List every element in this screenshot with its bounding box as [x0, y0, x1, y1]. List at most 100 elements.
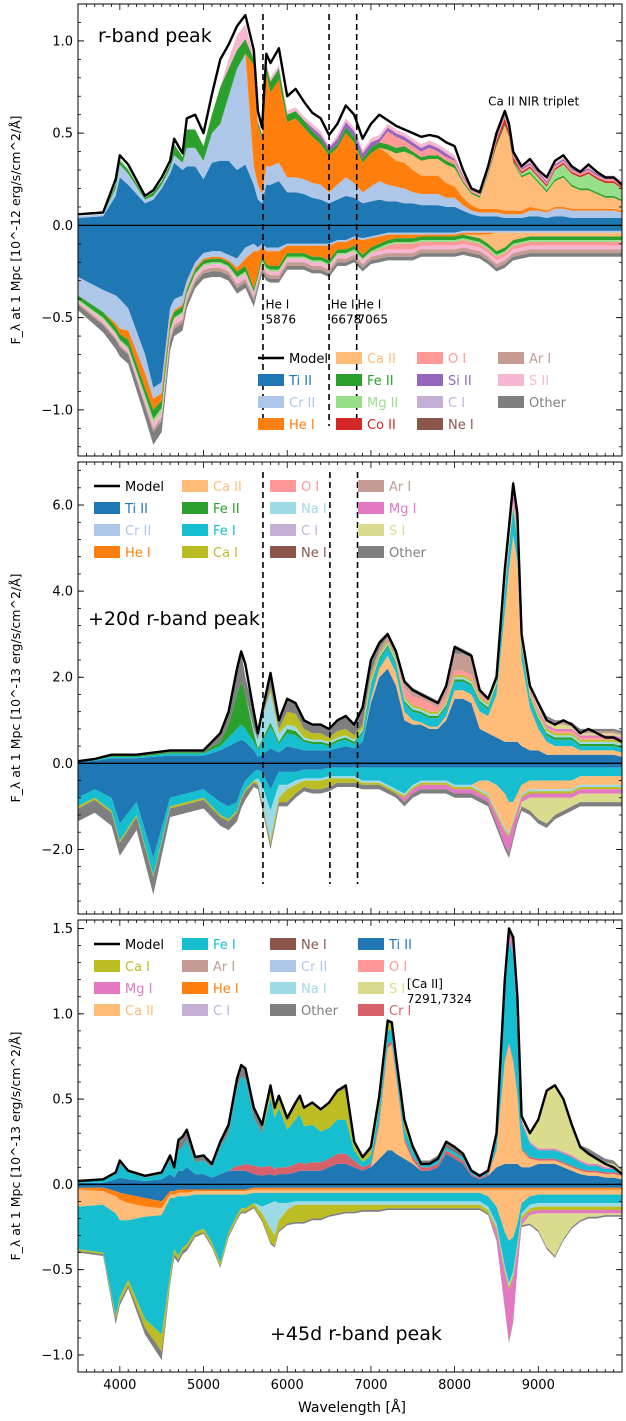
x-tick-label: 9000	[522, 1378, 555, 1393]
y-tick-label: −0.5	[41, 311, 73, 326]
legend-swatch	[182, 546, 208, 558]
y-tick-label: 4.0	[52, 585, 73, 600]
legend-swatch	[94, 982, 120, 994]
legend-label: Ar I	[529, 352, 551, 367]
legend-swatch	[336, 396, 362, 408]
emission-area-na-i	[78, 505, 622, 762]
axes-frame	[77, 3, 623, 457]
legend-swatch	[358, 524, 384, 536]
x-tick-label: 5000	[187, 1378, 220, 1393]
absorption-area-ca-i	[78, 1203, 622, 1352]
absorption-area-s-i	[78, 1206, 622, 1352]
y-tick-label: 0.0	[52, 1178, 73, 1193]
panel-label: +20d r-band peak	[88, 608, 260, 630]
legend-label: C I	[213, 1004, 230, 1019]
legend-label: O I	[301, 480, 319, 495]
legend-label: Na I	[301, 502, 327, 517]
legend-label: Cr I	[389, 1004, 411, 1019]
legend-label: Model	[289, 352, 328, 367]
legend-label: S I	[389, 524, 405, 539]
legend-label: Ar I	[213, 960, 235, 975]
legend-swatch	[336, 418, 362, 430]
panel-2: −2.0 0.0 2.0 4.0 6.0 F_λ at 1 Mpc [10^-13 erg…	[8, 461, 623, 915]
legend-swatch	[182, 480, 208, 492]
y-tick-label: 0.5	[52, 1093, 73, 1108]
legend-swatch	[270, 938, 296, 950]
y-tick-label: −1.0	[41, 403, 73, 418]
annotation-text: He I	[331, 297, 355, 311]
legend-label: Fe I	[213, 524, 236, 539]
legend-label: Mg I	[125, 982, 152, 997]
absorption-area-ca-ii	[78, 1189, 622, 1241]
emission-area-fe-i	[78, 940, 622, 1183]
legend-swatch	[498, 352, 524, 364]
y-axis-label: F_λ at 1 Mpc [10^-13 erg/s/cm^2/Å]	[8, 573, 23, 802]
y-axis-label: F_λ at 1 Mpc [10^-12 erg/s/cm^2/Å]	[8, 115, 23, 344]
y-tick-label: −1.0	[41, 1348, 73, 1363]
legend-label: Cr II	[125, 524, 151, 539]
legend-label: He I	[213, 982, 239, 997]
annotation-text: 7065	[358, 312, 389, 326]
x-tick-label: 7000	[354, 1378, 387, 1393]
legend-label: Cr II	[301, 960, 327, 975]
x-tick-label: 4000	[103, 1378, 136, 1393]
y-tick-label: 0.0	[52, 757, 73, 772]
plot-area	[78, 13, 622, 445]
annotation-text: [Ca II]	[407, 977, 443, 991]
legend-label: Ti II	[288, 374, 312, 389]
absorption-area-ti-ii	[78, 1184, 622, 1202]
legend-swatch	[182, 960, 208, 972]
legend-swatch	[182, 982, 208, 994]
legend-swatch	[358, 546, 384, 558]
legend-swatch	[182, 502, 208, 514]
annotation-text: 6678	[331, 312, 362, 326]
absorption-area-ti-ii	[78, 225, 622, 388]
emission-area-si-ii	[78, 39, 622, 217]
legend-swatch	[94, 502, 120, 514]
legend-swatch	[182, 524, 208, 536]
legend-swatch	[358, 982, 384, 994]
absorption-area-mg-i	[78, 782, 622, 878]
legend-swatch	[258, 418, 284, 430]
absorption-area-other	[78, 782, 622, 895]
legend-swatch	[417, 374, 443, 386]
legend: Model Ca II O I Ar I Ti II Fe II Si II S II Cr I…	[258, 352, 567, 433]
plot-area	[78, 927, 622, 1361]
legend-swatch	[498, 396, 524, 408]
x-tick-label: 8000	[438, 1378, 471, 1393]
model-line	[78, 482, 622, 763]
y-axis-label: F_λ at 1 Mpc [10^-13 erg/s/cm^2/Å]	[8, 1031, 23, 1260]
legend: Model Fe I Ne I Ti II Ca I Ar I Cr II O I Mg I He…	[94, 938, 412, 1019]
y-tick-label: 1.5	[52, 922, 73, 937]
y-tick-label: 0.5	[52, 127, 73, 142]
legend-label: Co II	[367, 418, 396, 433]
panel-1: −1.0 −0.5 0.0 0.5 1.0 F_λ at 1 Mpc [10^-12 er…	[8, 3, 623, 457]
emission-area-ti-ii	[78, 668, 622, 764]
legend-label: O I	[389, 960, 407, 975]
model-line	[78, 13, 622, 216]
legend-swatch	[358, 960, 384, 972]
legend-label: Ca II	[367, 352, 396, 367]
legend-label: Ne I	[448, 418, 474, 433]
legend-label: Model	[125, 480, 164, 495]
legend-label: S I	[389, 982, 405, 997]
legend-label: Other	[301, 1004, 339, 1019]
legend-swatch	[270, 546, 296, 558]
y-tick-label: 1.0	[52, 1007, 73, 1022]
legend-swatch	[358, 480, 384, 492]
legend-swatch	[94, 546, 120, 558]
legend-swatch	[270, 982, 296, 994]
legend-label: C I	[301, 524, 318, 539]
legend-label: Ca II	[213, 480, 242, 495]
legend-label: Si II	[448, 374, 472, 389]
y-tick-label: 0.0	[52, 219, 73, 234]
legend-label: Ca I	[125, 960, 150, 975]
legend-label: Model	[125, 938, 164, 953]
legend-swatch	[417, 352, 443, 364]
emission-area-cr-ii	[78, 53, 622, 218]
legend-swatch	[270, 524, 296, 536]
legend-label: Ti II	[388, 938, 412, 953]
annotation-text: Ca II NIR triplet	[488, 94, 579, 108]
legend-label: Fe I	[213, 938, 236, 953]
legend-swatch	[358, 502, 384, 514]
